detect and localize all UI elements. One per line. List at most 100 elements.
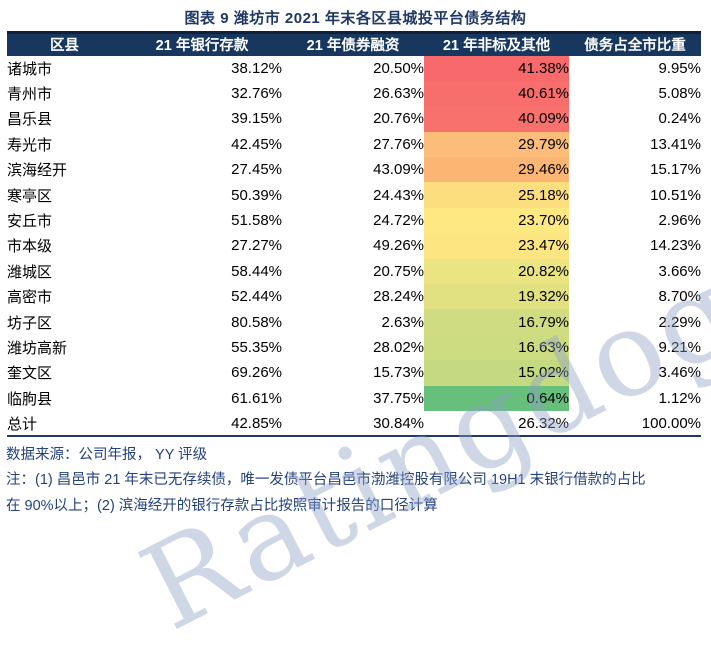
col-header-city-share: 债务占全市比重 xyxy=(569,32,701,56)
district-cell: 滨海经开 xyxy=(7,162,68,180)
nonstandard-cell: 20.82% xyxy=(424,258,569,285)
city-share-cell: 14.23% xyxy=(650,237,701,255)
bond-financing-cell: 20.75% xyxy=(373,262,424,280)
bank-deposit-cell: 55.35% xyxy=(231,338,282,356)
col-header-district: 区县 xyxy=(7,32,122,56)
district-cell: 临朐县 xyxy=(7,390,53,408)
bank-deposit-cell: 51.58% xyxy=(231,212,282,230)
table-row: 昌乐县 39.15% 20.76% 40.09% 0.24% xyxy=(7,106,701,132)
bond-financing-cell: 20.76% xyxy=(373,110,424,128)
district-cell: 青州市 xyxy=(7,86,53,104)
district-cell: 昌乐县 xyxy=(7,111,53,129)
table-row: 安丘市 51.58% 24.72% 23.70% 2.96% xyxy=(7,207,701,234)
header-row: 区县 21 年银行存款 21 年债券融资 21 年非标及其他 债务占全市比重 xyxy=(7,32,701,56)
nonstandard-cell: 25.18% xyxy=(424,182,569,208)
nonstandard-cell: 19.32% xyxy=(424,284,569,310)
city-share-cell: 9.95% xyxy=(658,59,701,77)
bond-financing-cell: 26.63% xyxy=(373,85,424,103)
city-share-cell: 100.00% xyxy=(641,414,701,432)
table-row: 潍坊高新 55.35% 28.02% 16.63% 9.21% xyxy=(7,334,701,361)
bond-financing-cell: 27.76% xyxy=(373,135,424,153)
table-row: 滨海经开 27.45% 43.09% 29.46% 15.17% xyxy=(7,157,701,183)
nonstandard-cell: 23.47% xyxy=(424,233,569,259)
district-cell: 总计 xyxy=(7,415,38,433)
nonstandard-cell: 16.79% xyxy=(424,309,569,335)
bond-financing-cell: 24.72% xyxy=(373,212,424,230)
col-header-bond-financing: 21 年债券融资 xyxy=(282,32,424,56)
bank-deposit-cell: 69.26% xyxy=(231,364,282,382)
col-header-nonstandard: 21 年非标及其他 xyxy=(424,32,569,56)
table-body: 诸城市 38.12% 20.50% 41.38% 9.95% 青州市 32.76% 26.63… xyxy=(7,55,701,437)
table-row: 市本级 27.27% 49.26% 23.47% 14.23% xyxy=(7,233,701,259)
city-share-cell: 15.17% xyxy=(650,161,701,179)
bond-financing-cell: 28.24% xyxy=(373,288,424,306)
district-cell: 坊子区 xyxy=(7,314,53,332)
bank-deposit-cell: 50.39% xyxy=(231,186,282,204)
district-cell: 高密市 xyxy=(7,289,53,307)
city-share-cell: 13.41% xyxy=(650,135,701,153)
bond-financing-cell: 15.73% xyxy=(373,364,424,382)
nonstandard-cell: 0.64% xyxy=(424,385,569,411)
nonstandard-cell: 15.02% xyxy=(424,360,569,386)
bank-deposit-cell: 27.45% xyxy=(231,161,282,179)
district-cell: 寒亭区 xyxy=(7,187,53,205)
nonstandard-cell: 41.38% xyxy=(424,55,569,81)
bank-deposit-cell: 42.85% xyxy=(231,414,282,432)
bank-deposit-cell: 61.61% xyxy=(231,389,282,407)
bond-financing-cell: 37.75% xyxy=(373,389,424,407)
city-share-cell: 2.29% xyxy=(658,313,701,331)
bank-deposit-cell: 39.15% xyxy=(231,110,282,128)
bond-financing-cell: 30.84% xyxy=(373,414,424,432)
district-cell: 寿光市 xyxy=(7,136,53,154)
nonstandard-cell: 40.09% xyxy=(424,106,569,132)
nonstandard-cell: 16.63% xyxy=(424,334,569,361)
bank-deposit-cell: 42.45% xyxy=(231,135,282,153)
bank-deposit-cell: 32.76% xyxy=(231,85,282,103)
nonstandard-cell: 40.61% xyxy=(424,80,569,107)
debt-structure-table: 区县 21 年银行存款 21 年债券融资 21 年非标及其他 债务占全市比重 诸… xyxy=(7,31,701,438)
district-cell: 潍坊高新 xyxy=(7,339,68,357)
bond-financing-cell: 20.50% xyxy=(373,59,424,77)
bank-deposit-cell: 58.44% xyxy=(231,262,282,280)
district-cell: 奎文区 xyxy=(7,365,53,383)
city-share-cell: 9.21% xyxy=(658,338,701,356)
table-row: 坊子区 80.58% 2.63% 16.79% 2.29% xyxy=(7,309,701,335)
district-cell: 诸城市 xyxy=(7,60,53,78)
bond-financing-cell: 2.63% xyxy=(381,313,424,331)
nonstandard-cell: 29.46% xyxy=(424,157,569,183)
nonstandard-cell: 26.32% xyxy=(518,414,569,432)
nonstandard-cell: 29.79% xyxy=(424,131,569,158)
district-cell: 潍城区 xyxy=(7,263,53,281)
city-share-cell: 0.24% xyxy=(658,110,701,128)
table-header: 区县 21 年银行存款 21 年债券融资 21 年非标及其他 债务占全市比重 xyxy=(7,32,701,56)
table-row: 青州市 32.76% 26.63% 40.61% 5.08% xyxy=(7,80,701,107)
nonstandard-cell: 23.70% xyxy=(424,207,569,234)
col-header-bank-deposit: 21 年银行存款 xyxy=(122,32,282,56)
city-share-cell: 3.66% xyxy=(658,262,701,280)
district-cell: 安丘市 xyxy=(7,213,53,231)
table-row: 诸城市 38.12% 20.50% 41.38% 9.95% xyxy=(7,55,701,81)
city-share-cell: 3.46% xyxy=(658,364,701,382)
bond-financing-cell: 28.02% xyxy=(373,338,424,356)
bond-financing-cell: 24.43% xyxy=(373,186,424,204)
data-source: 数据来源：公司年报， YY 评级 xyxy=(6,447,208,463)
note-line-1: 注：(1) 昌邑市 21 年末已无存续债，唯一发债平台昌邑市渤潍控股有限公司 1… xyxy=(6,472,646,488)
city-share-cell: 2.96% xyxy=(658,212,701,230)
city-share-cell: 8.70% xyxy=(658,288,701,306)
bank-deposit-cell: 80.58% xyxy=(231,313,282,331)
table-row: 寿光市 42.45% 27.76% 29.79% 13.41% xyxy=(7,131,701,158)
table-row: 潍城区 58.44% 20.75% 20.82% 3.66% xyxy=(7,258,701,285)
city-share-cell: 1.12% xyxy=(658,389,701,407)
district-cell: 市本级 xyxy=(7,238,53,256)
table-row: 高密市 52.44% 28.24% 19.32% 8.70% xyxy=(7,284,701,310)
table-row: 寒亭区 50.39% 24.43% 25.18% 10.51% xyxy=(7,182,701,208)
table-row: 临朐县 61.61% 37.75% 0.64% 1.12% xyxy=(7,385,701,411)
bond-financing-cell: 43.09% xyxy=(373,161,424,179)
city-share-cell: 10.51% xyxy=(650,186,701,204)
bank-deposit-cell: 38.12% xyxy=(231,59,282,77)
table-row: 奎文区 69.26% 15.73% 15.02% 3.46% xyxy=(7,360,701,386)
city-share-cell: 5.08% xyxy=(658,85,701,103)
figure-title: 图表 9 潍坊市 2021 年末各区县城投平台债务结构 xyxy=(184,10,527,27)
note-line-2: 在 90%以上；(2) 滨海经开的银行存款占比按照审计报告的口径计算 xyxy=(6,498,438,514)
bond-financing-cell: 49.26% xyxy=(373,237,424,255)
